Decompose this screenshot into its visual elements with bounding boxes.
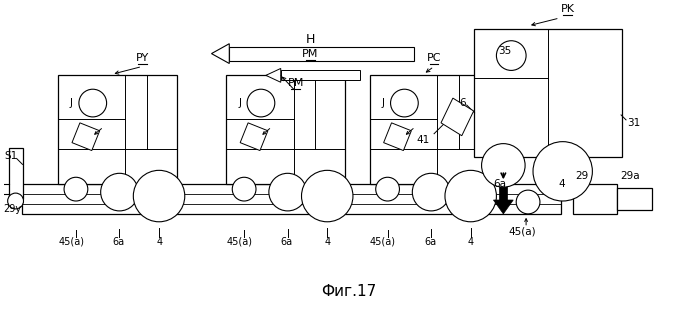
Circle shape: [8, 193, 24, 209]
Text: S1: S1: [5, 151, 18, 161]
Bar: [226, 75, 345, 184]
Circle shape: [247, 89, 275, 117]
Text: 29y: 29y: [3, 204, 22, 214]
Bar: [572, 184, 617, 214]
Text: J: J: [238, 98, 242, 108]
Polygon shape: [266, 68, 281, 82]
Bar: [617, 188, 652, 210]
Text: 31: 31: [627, 118, 640, 128]
Text: 45(a): 45(a): [370, 237, 396, 247]
Text: PK: PK: [560, 4, 574, 14]
Bar: [474, 29, 622, 157]
Text: 45(a): 45(a): [508, 227, 536, 237]
Text: 4: 4: [468, 237, 474, 247]
Text: J: J: [70, 98, 73, 108]
Circle shape: [391, 89, 418, 117]
Circle shape: [101, 173, 138, 211]
Polygon shape: [211, 44, 229, 63]
Circle shape: [302, 170, 353, 222]
Circle shape: [79, 89, 107, 117]
Bar: [22, 184, 560, 214]
Text: 4: 4: [558, 179, 565, 189]
Circle shape: [133, 170, 185, 222]
Polygon shape: [384, 123, 411, 150]
Circle shape: [517, 190, 540, 214]
Bar: [58, 75, 177, 184]
Bar: [370, 75, 489, 184]
Bar: [499, 167, 507, 202]
Circle shape: [413, 173, 450, 211]
Text: 4: 4: [325, 237, 330, 247]
Bar: [281, 70, 360, 80]
Circle shape: [376, 177, 399, 201]
Text: Фиг.17: Фиг.17: [321, 284, 377, 298]
Polygon shape: [240, 123, 268, 150]
Text: 29: 29: [576, 171, 589, 181]
Text: H: H: [306, 33, 315, 46]
Polygon shape: [441, 98, 474, 136]
Text: J: J: [382, 98, 385, 108]
Circle shape: [445, 170, 496, 222]
Text: PM: PM: [302, 48, 318, 58]
Text: 6a: 6a: [112, 237, 125, 247]
Polygon shape: [72, 123, 100, 150]
Text: 29a: 29a: [620, 171, 639, 181]
Text: 6a: 6a: [281, 237, 293, 247]
Text: 45(a): 45(a): [58, 237, 84, 247]
Text: PM: PM: [288, 78, 304, 88]
Circle shape: [482, 144, 525, 187]
Text: 4: 4: [156, 237, 162, 247]
Text: PY: PY: [135, 53, 149, 63]
Text: 6: 6: [459, 98, 466, 108]
Text: 35: 35: [498, 45, 512, 56]
Text: 6a: 6a: [493, 179, 507, 189]
Text: 45(a): 45(a): [226, 237, 252, 247]
Polygon shape: [493, 200, 513, 214]
Circle shape: [533, 142, 593, 201]
Circle shape: [232, 177, 256, 201]
Bar: [8, 148, 22, 199]
Text: 6a: 6a: [424, 237, 436, 247]
Circle shape: [496, 41, 526, 70]
Circle shape: [269, 173, 306, 211]
Bar: [229, 47, 415, 60]
Text: 41: 41: [416, 135, 429, 145]
Circle shape: [64, 177, 88, 201]
Text: PC: PC: [427, 53, 441, 63]
